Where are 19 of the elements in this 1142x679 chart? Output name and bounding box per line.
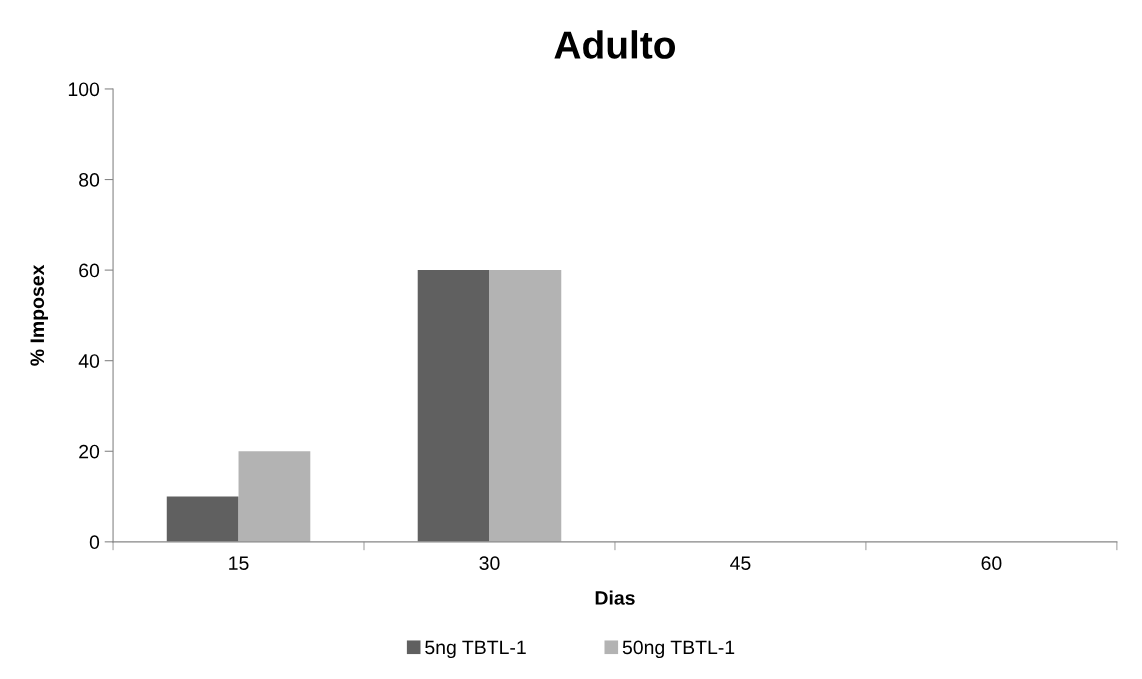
y-tick-label: 100 (68, 82, 100, 97)
bar (417, 270, 490, 542)
bar (489, 270, 562, 542)
bar (238, 451, 311, 542)
chart-title: Adulto (554, 30, 675, 59)
legend-label: 5ng TBTL-1 (425, 640, 526, 659)
bar (166, 496, 239, 542)
x-tick-label: 60 (981, 556, 1002, 571)
x-axis-title: Dias (595, 590, 635, 605)
y-tick-label: 80 (79, 173, 100, 187)
y-tick-label: 0 (89, 535, 100, 550)
x-tick-label: 45 (730, 556, 751, 571)
y-tick-label: 40 (78, 354, 100, 368)
y-axis-title: % Imposex (30, 264, 48, 366)
y-tick-label: 20 (79, 444, 100, 459)
y-tick-label: 60 (79, 263, 100, 278)
x-tick-label: 30 (479, 556, 500, 571)
x-tick-label: 15 (229, 556, 249, 571)
legend-label: 50ng TBTL-1 (622, 640, 735, 659)
